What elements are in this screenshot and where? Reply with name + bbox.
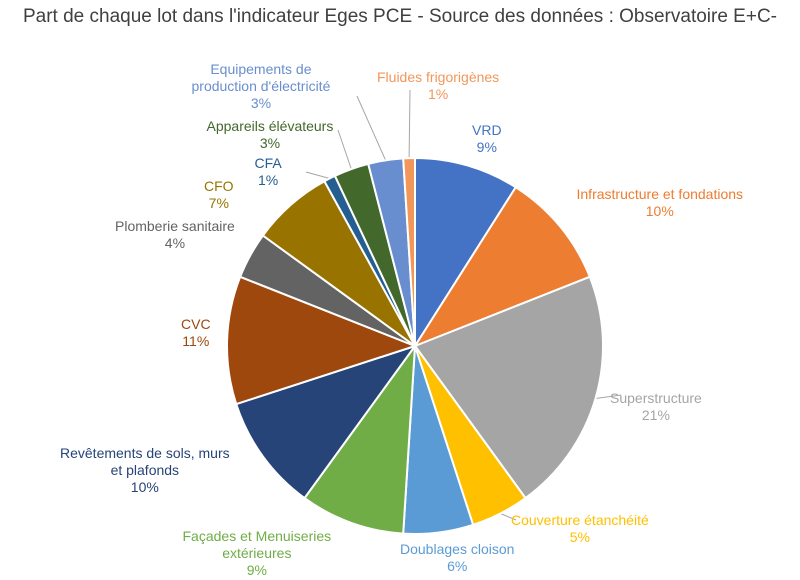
chart-title: Part de chaque lot dans l'indicateur Ege… bbox=[22, 6, 778, 27]
pie-slice-14 bbox=[402, 156, 416, 347]
slice-label-value: 1% bbox=[427, 86, 449, 102]
slice-label-name: et plafonds bbox=[110, 462, 180, 478]
slice-label-12: Appareils élévateurs 3% bbox=[207, 118, 334, 152]
leader-line-3 bbox=[595, 394, 622, 399]
slice-label-value: 3% bbox=[259, 135, 281, 151]
leader-line-13 bbox=[356, 95, 387, 161]
slice-label-value: 11% bbox=[182, 333, 210, 349]
pie-slice-3 bbox=[413, 275, 604, 500]
leader-lines bbox=[305, 89, 622, 521]
slice-label-name: Superstructure bbox=[610, 390, 702, 406]
slice-label-name: Doublages cloison bbox=[400, 541, 515, 557]
slice-label-14: Fluides frigorigènes 1% bbox=[377, 69, 499, 103]
slice-label-value: 9% bbox=[476, 139, 497, 155]
slice-label-name: Couverture étanchéité bbox=[511, 512, 649, 528]
pie-slice-1 bbox=[414, 156, 518, 350]
slice-label-11: CFA 1% bbox=[255, 155, 282, 189]
slice-label-value: 7% bbox=[208, 195, 229, 211]
slice-label-name: CFA bbox=[254, 155, 282, 171]
pie-slice-2 bbox=[412, 185, 592, 349]
slice-label-name: Revêtements de sols, murs bbox=[60, 445, 230, 461]
slice-label-10: CFO 7% bbox=[204, 178, 234, 212]
slice-label-5: Doublages cloison 6% bbox=[400, 541, 514, 575]
slice-label-value: 1% bbox=[258, 172, 279, 188]
leader-line-11 bbox=[305, 171, 330, 179]
slice-label-6: Façades et Menuiseries extérieures 9% bbox=[183, 528, 332, 579]
slice-label-name: Fluides frigorigènes bbox=[377, 69, 500, 85]
slice-label-8: CVC 11% bbox=[181, 316, 211, 350]
slice-label-13: Equipements de production d'électricité 3% bbox=[192, 61, 331, 112]
pie-slice-7 bbox=[234, 344, 418, 500]
pie-slices bbox=[226, 156, 604, 535]
slice-label-1: VRD 9% bbox=[472, 122, 502, 156]
slice-label-value: 10% bbox=[645, 203, 674, 219]
slice-label-value: 9% bbox=[246, 562, 267, 578]
slice-label-value: 5% bbox=[569, 529, 590, 545]
slice-label-value: 3% bbox=[250, 95, 272, 111]
slice-label-name: Façades et Menuiseries bbox=[182, 528, 332, 544]
slice-label-name: Equipements de bbox=[210, 61, 312, 77]
slice-label-7: Revêtements de sols, murs et plafonds 10% bbox=[60, 445, 230, 496]
slice-label-value: 10% bbox=[130, 479, 159, 495]
pie-slice-8 bbox=[226, 275, 418, 406]
slice-label-9: Plomberie sanitaire 4% bbox=[115, 218, 235, 252]
slice-label-name: CVC bbox=[181, 316, 211, 332]
slice-label-name: Plomberie sanitaire bbox=[115, 218, 235, 234]
pie-slice-6 bbox=[303, 342, 417, 535]
slice-label-name: CFO bbox=[204, 178, 234, 194]
slice-label-name: production d'électricité bbox=[191, 78, 331, 94]
leader-line-12 bbox=[337, 129, 352, 170]
slice-label-value: 21% bbox=[641, 407, 670, 423]
slice-label-3: Superstructure 21% bbox=[610, 390, 702, 424]
slice-label-value: 6% bbox=[447, 558, 468, 574]
slice-label-name: Appareils élévateurs bbox=[206, 118, 334, 134]
slice-label-name: VRD bbox=[472, 122, 502, 138]
slice-label-2: Infrastructure et fondations 10% bbox=[577, 186, 744, 220]
leader-line-14 bbox=[408, 89, 411, 159]
slice-label-name: extérieures bbox=[222, 545, 292, 561]
leader-line-4 bbox=[500, 513, 517, 521]
slice-label-4: Couverture étanchéité 5% bbox=[511, 512, 649, 546]
slice-label-value: 4% bbox=[164, 235, 186, 251]
slice-label-name: Infrastructure et fondations bbox=[576, 186, 744, 202]
